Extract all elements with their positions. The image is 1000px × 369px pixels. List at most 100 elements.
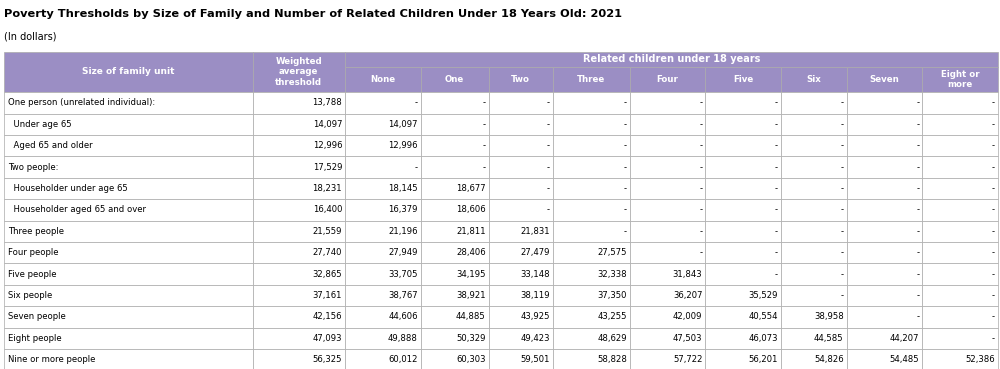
- Text: -: -: [841, 99, 844, 107]
- Bar: [922, 135, 998, 156]
- Bar: [489, 178, 553, 199]
- Bar: [421, 67, 489, 92]
- Bar: [4, 328, 252, 349]
- Text: Two people:: Two people:: [8, 163, 58, 172]
- Bar: [847, 92, 922, 114]
- Text: -: -: [624, 184, 627, 193]
- Bar: [4, 263, 252, 285]
- Text: -: -: [775, 163, 778, 172]
- Bar: [4, 306, 252, 328]
- Text: 38,767: 38,767: [388, 291, 418, 300]
- Text: -: -: [547, 141, 550, 150]
- Text: 37,350: 37,350: [597, 291, 627, 300]
- Bar: [553, 242, 630, 263]
- Text: 35,529: 35,529: [749, 291, 778, 300]
- Text: 21,831: 21,831: [520, 227, 550, 236]
- Text: 21,196: 21,196: [388, 227, 418, 236]
- Bar: [4, 114, 252, 135]
- Text: -: -: [916, 291, 919, 300]
- Bar: [252, 52, 345, 92]
- Text: -: -: [699, 141, 702, 150]
- Bar: [630, 67, 705, 92]
- Bar: [847, 285, 922, 306]
- Bar: [553, 349, 630, 369]
- Text: -: -: [992, 206, 995, 214]
- Bar: [922, 199, 998, 221]
- Text: 36,207: 36,207: [673, 291, 702, 300]
- Text: 32,338: 32,338: [597, 270, 627, 279]
- Bar: [421, 242, 489, 263]
- Text: 60,012: 60,012: [388, 355, 418, 364]
- Bar: [489, 156, 553, 178]
- Text: Three: Three: [577, 75, 605, 84]
- Text: 50,329: 50,329: [456, 334, 486, 343]
- Text: -: -: [916, 99, 919, 107]
- Text: 44,207: 44,207: [890, 334, 919, 343]
- Bar: [4, 156, 252, 178]
- Bar: [553, 285, 630, 306]
- Text: -: -: [624, 227, 627, 236]
- Text: -: -: [992, 141, 995, 150]
- Bar: [847, 199, 922, 221]
- Bar: [421, 114, 489, 135]
- Bar: [345, 199, 421, 221]
- Bar: [922, 221, 998, 242]
- Text: -: -: [624, 120, 627, 129]
- Text: 38,921: 38,921: [456, 291, 486, 300]
- Bar: [781, 306, 847, 328]
- Text: Size of family unit: Size of family unit: [82, 68, 175, 76]
- Bar: [252, 199, 345, 221]
- Text: (In dollars): (In dollars): [4, 31, 56, 41]
- Text: Four people: Four people: [8, 248, 58, 257]
- Text: -: -: [482, 163, 486, 172]
- Text: -: -: [547, 184, 550, 193]
- Text: Related children under 18 years: Related children under 18 years: [583, 54, 760, 65]
- Text: 49,888: 49,888: [388, 334, 418, 343]
- Text: 13,788: 13,788: [312, 99, 342, 107]
- Text: -: -: [699, 248, 702, 257]
- Bar: [630, 178, 705, 199]
- Bar: [847, 263, 922, 285]
- Bar: [4, 285, 252, 306]
- Bar: [705, 178, 781, 199]
- Text: 32,865: 32,865: [312, 270, 342, 279]
- Bar: [252, 221, 345, 242]
- Bar: [553, 221, 630, 242]
- Text: 44,585: 44,585: [814, 334, 844, 343]
- Text: Householder aged 65 and over: Householder aged 65 and over: [8, 206, 146, 214]
- Bar: [630, 242, 705, 263]
- Text: Five: Five: [733, 75, 753, 84]
- Bar: [421, 263, 489, 285]
- Bar: [705, 199, 781, 221]
- Bar: [252, 263, 345, 285]
- Text: 43,255: 43,255: [597, 313, 627, 321]
- Text: 42,156: 42,156: [313, 313, 342, 321]
- Bar: [345, 349, 421, 369]
- Text: -: -: [699, 227, 702, 236]
- Bar: [847, 306, 922, 328]
- Bar: [553, 306, 630, 328]
- Text: -: -: [916, 141, 919, 150]
- Bar: [421, 328, 489, 349]
- Bar: [781, 285, 847, 306]
- Text: Five people: Five people: [8, 270, 56, 279]
- Text: Weighted
average
threshold: Weighted average threshold: [275, 57, 322, 87]
- Bar: [489, 349, 553, 369]
- Text: 44,885: 44,885: [456, 313, 486, 321]
- Bar: [489, 263, 553, 285]
- Bar: [553, 199, 630, 221]
- Bar: [345, 67, 421, 92]
- Text: -: -: [841, 227, 844, 236]
- Text: 14,097: 14,097: [388, 120, 418, 129]
- Text: Under age 65: Under age 65: [8, 120, 72, 129]
- Text: 59,501: 59,501: [520, 355, 550, 364]
- Bar: [847, 242, 922, 263]
- Bar: [489, 67, 553, 92]
- Text: -: -: [992, 227, 995, 236]
- Text: -: -: [624, 99, 627, 107]
- Text: -: -: [841, 184, 844, 193]
- Text: -: -: [624, 163, 627, 172]
- Bar: [553, 156, 630, 178]
- Text: Aged 65 and older: Aged 65 and older: [8, 141, 93, 150]
- Text: 17,529: 17,529: [313, 163, 342, 172]
